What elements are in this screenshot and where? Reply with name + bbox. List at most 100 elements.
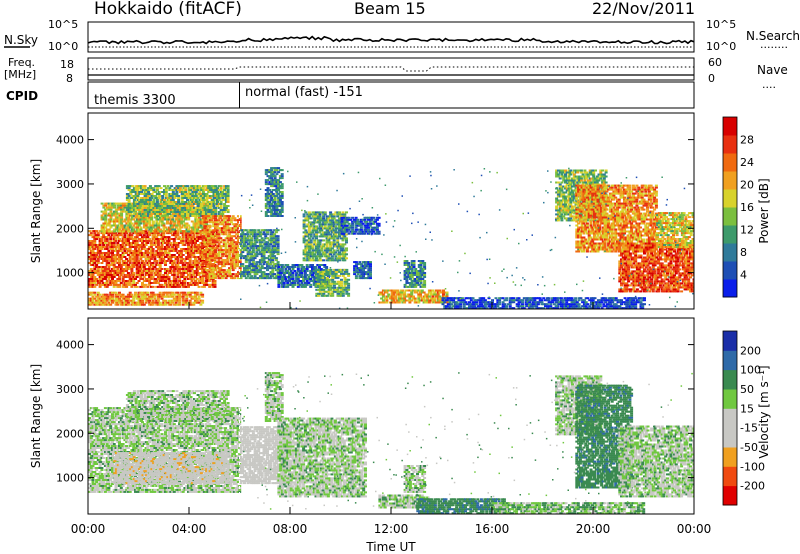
heatmap-cell-power-0: [126, 250, 130, 252]
heatmap-cell-power-0: [109, 264, 113, 266]
heatmap-cell-power-8: [320, 255, 324, 258]
heatmap-cell-power-0: [162, 248, 166, 250]
heatmap-cell-power-2: [125, 197, 129, 199]
heatmap-cell-power-0: [142, 276, 146, 278]
heatmap-cell-power-3: [91, 299, 95, 302]
heatmap-cell-power-0: [98, 266, 102, 268]
heatmap-cell-power-2: [138, 213, 142, 215]
heatmap-cell-power-0: [102, 282, 106, 284]
heatmap-cell-power-0: [98, 283, 102, 286]
heatmap-cell-power-6: [280, 187, 284, 190]
heatmap-cell-power-0: [151, 244, 155, 246]
heatmap-cell-power-0: [134, 254, 137, 256]
heatmap-cell-power-0: [149, 250, 153, 252]
heatmap-cell-power-8: [309, 235, 313, 238]
heatmap-cell-power-0: [187, 285, 190, 288]
heatmap-cell-power-6: [264, 199, 268, 201]
heatmap-cell-power-0: [141, 270, 144, 272]
heatmap-cell-power-0: [98, 278, 102, 280]
heatmap-cell-power-0: [121, 270, 125, 272]
heatmap-cell-power-0: [119, 256, 123, 258]
heatmap-cell-power-0: [116, 246, 120, 248]
heatmap-cell-power-4: [214, 269, 217, 272]
heatmap-cell-power-1: [166, 220, 169, 223]
heatmap-cell-power-4: [203, 241, 207, 244]
heatmap-cell-power-0: [96, 234, 100, 237]
heatmap-cell-power-0: [149, 276, 153, 278]
heatmap-cell-power-0: [190, 276, 194, 278]
heatmap-cell-power-0: [135, 236, 139, 239]
heatmap-cell-power-0: [146, 242, 150, 244]
heatmap-cell-power-0: [93, 278, 97, 280]
heatmap-cell-power-0: [149, 246, 153, 248]
heatmap-cell-power-4: [217, 255, 221, 258]
heatmap-cell-power-0: [142, 248, 146, 250]
heatmap-cell-power-1: [113, 222, 116, 225]
heatmap-cell-power-0: [192, 274, 196, 276]
heatmap-cell-power-0: [112, 242, 116, 244]
heatmap-cell-power-2: [161, 197, 165, 199]
heatmap-cell-power-0: [98, 240, 102, 242]
heatmap-cell-power-0: [167, 272, 171, 274]
heatmap-cell-power-4: [219, 215, 223, 218]
heatmap-cell-power-0: [88, 248, 91, 250]
heatmap-cell-power-0: [148, 248, 152, 250]
heatmap-cell-power-0: [146, 278, 150, 280]
nsky-left-tick-bottom: 10^0: [48, 40, 78, 53]
heatmap-cell-power-4: [226, 221, 230, 224]
heatmap-cell-power-0: [171, 280, 175, 282]
heatmap-cell-power-1: [173, 220, 177, 223]
heatmap-cell-power-0: [139, 258, 143, 260]
heatmap-cell-power-2: [184, 191, 188, 193]
heatmap-cell-power-2: [217, 199, 221, 201]
heatmap-cell-power-0: [125, 232, 129, 235]
heatmap-cell-power-0: [135, 244, 139, 246]
heatmap-cell-power-0: [96, 250, 100, 252]
heatmap-cell-power-4: [224, 233, 228, 236]
heatmap-cell-power-0: [95, 254, 99, 256]
heatmap-cell-power-0: [158, 264, 162, 266]
heatmap-cell-power-0: [128, 262, 132, 264]
heatmap-cell-power-3: [141, 299, 144, 302]
heatmap-cell-power-0: [112, 268, 116, 270]
heatmap-cell-power-0: [130, 236, 134, 239]
heatmap-cell-power-5: [255, 241, 259, 244]
heatmap-cell-power-4: [222, 269, 226, 272]
heatmap-cell-power-0: [123, 230, 127, 233]
heatmap-cell-power-0: [139, 244, 143, 246]
heatmap-cell-power-0: [149, 242, 153, 244]
heatmap-cell-power-0: [176, 260, 180, 262]
heatmap-cell-power-2: [152, 201, 156, 203]
heatmap-cell-power-2: [223, 189, 227, 191]
heatmap-cell-power-0: [105, 256, 109, 258]
heatmap-cell-power-6: [280, 191, 284, 193]
heatmap-cell-power-0: [89, 258, 93, 260]
heatmap-cell-power-8: [315, 237, 318, 240]
heatmap-cell-power-0: [155, 238, 159, 240]
heatmap-cell-power-2: [214, 213, 218, 215]
heatmap-cell-power-3: [130, 293, 134, 296]
heatmap-cell-power-7: [277, 266, 281, 268]
heatmap-cell-power-0: [96, 282, 100, 284]
heatmap-cell-power-0: [137, 274, 141, 276]
heatmap-cell-power-3: [188, 299, 192, 302]
heatmap-cell-power-0: [195, 283, 199, 286]
heatmap-cell-power-0: [130, 246, 134, 248]
heatmap-cell-power-0: [139, 270, 143, 272]
heatmap-cell-power-0: [148, 283, 152, 286]
heatmap-cell-power-5: [251, 261, 255, 264]
heatmap-cell-power-1: [107, 228, 111, 231]
heatmap-cell-power-0: [118, 283, 121, 286]
heatmap-cell-power-8: [315, 235, 318, 238]
heatmap-cell-power-1: [148, 220, 152, 223]
heatmap-cell-power-0: [95, 278, 99, 280]
heatmap-cell-power-0: [134, 260, 137, 262]
heatmap-cell-power-0: [160, 244, 164, 246]
heatmap-cell-power-5: [258, 243, 262, 246]
heatmap-cell-power-7: [303, 272, 307, 274]
heatmap-cell-power-4: [212, 239, 216, 242]
heatmap-cell-power-0: [158, 276, 162, 278]
heatmap-cell-power-1: [157, 222, 161, 225]
heatmap-cell-power-0: [160, 254, 164, 256]
heatmap-cell-power-0: [137, 248, 141, 250]
